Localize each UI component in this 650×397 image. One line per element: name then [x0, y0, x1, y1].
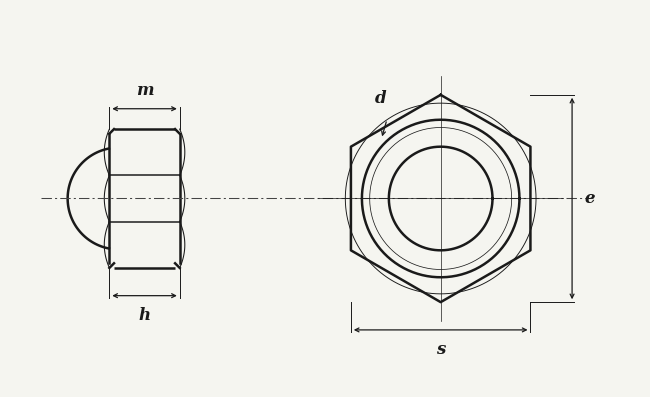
Text: e: e [584, 190, 595, 207]
Text: s: s [436, 341, 445, 358]
Text: m: m [136, 83, 153, 100]
Text: d: d [374, 90, 386, 107]
Text: h: h [138, 307, 151, 324]
